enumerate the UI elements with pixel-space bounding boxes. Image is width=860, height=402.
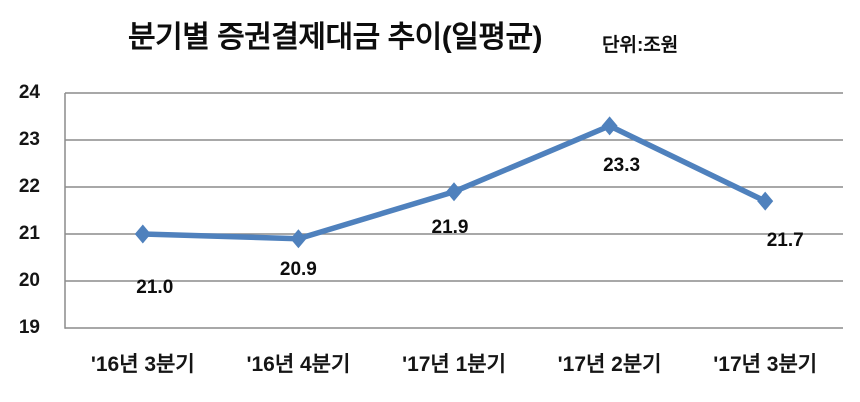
x-category-label: '17년 2분기 <box>557 353 662 376</box>
x-category-label: '17년 1분기 <box>402 353 506 376</box>
data-point-marker <box>446 182 462 202</box>
unit-label: 단위:조원 <box>602 35 679 56</box>
data-value-label: 21.7 <box>766 230 804 252</box>
y-tick-label: 21 <box>18 223 40 244</box>
data-point-marker <box>601 116 618 136</box>
x-category-label: '16년 4분기 <box>246 353 351 376</box>
x-category-label: '17년 3분기 <box>713 353 818 376</box>
y-tick-label: 24 <box>18 82 40 103</box>
chart-title: 분기별 증권결제대금 추이(일평균) <box>128 21 543 54</box>
data-value-label: 20.9 <box>279 258 317 280</box>
x-category-label: '16년 3분기 <box>90 353 195 376</box>
y-tick-label: 20 <box>18 270 40 291</box>
data-point-marker <box>134 224 151 244</box>
y-tick-label: 19 <box>18 317 40 338</box>
y-tick-label: 22 <box>18 176 40 197</box>
y-tick-label: 23 <box>18 129 40 150</box>
data-point-marker <box>757 191 774 211</box>
data-point-marker <box>290 229 307 249</box>
data-value-label: 23.3 <box>603 154 641 176</box>
data-value-label: 21.0 <box>136 277 174 298</box>
data-value-label: 21.9 <box>431 216 469 238</box>
